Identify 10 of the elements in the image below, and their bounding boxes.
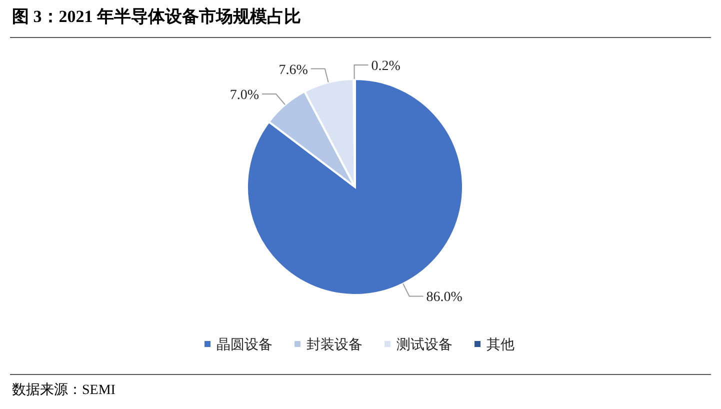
data-label: 7.0% — [230, 88, 260, 104]
legend-label: 封装设备 — [306, 337, 362, 353]
legend-label: 测试设备 — [396, 337, 452, 353]
source-note: 数据来源：SEMI — [12, 382, 116, 398]
data-label: 7.6% — [278, 62, 308, 78]
data-label: 0.2% — [371, 59, 401, 74]
data-label: 86.0% — [426, 290, 463, 306]
legend-label: 晶圆设备 — [216, 337, 272, 353]
legend-label: 其他 — [486, 337, 514, 353]
chart-title: 图 3：2021 年半导体设备市场规模占比 — [12, 7, 301, 26]
